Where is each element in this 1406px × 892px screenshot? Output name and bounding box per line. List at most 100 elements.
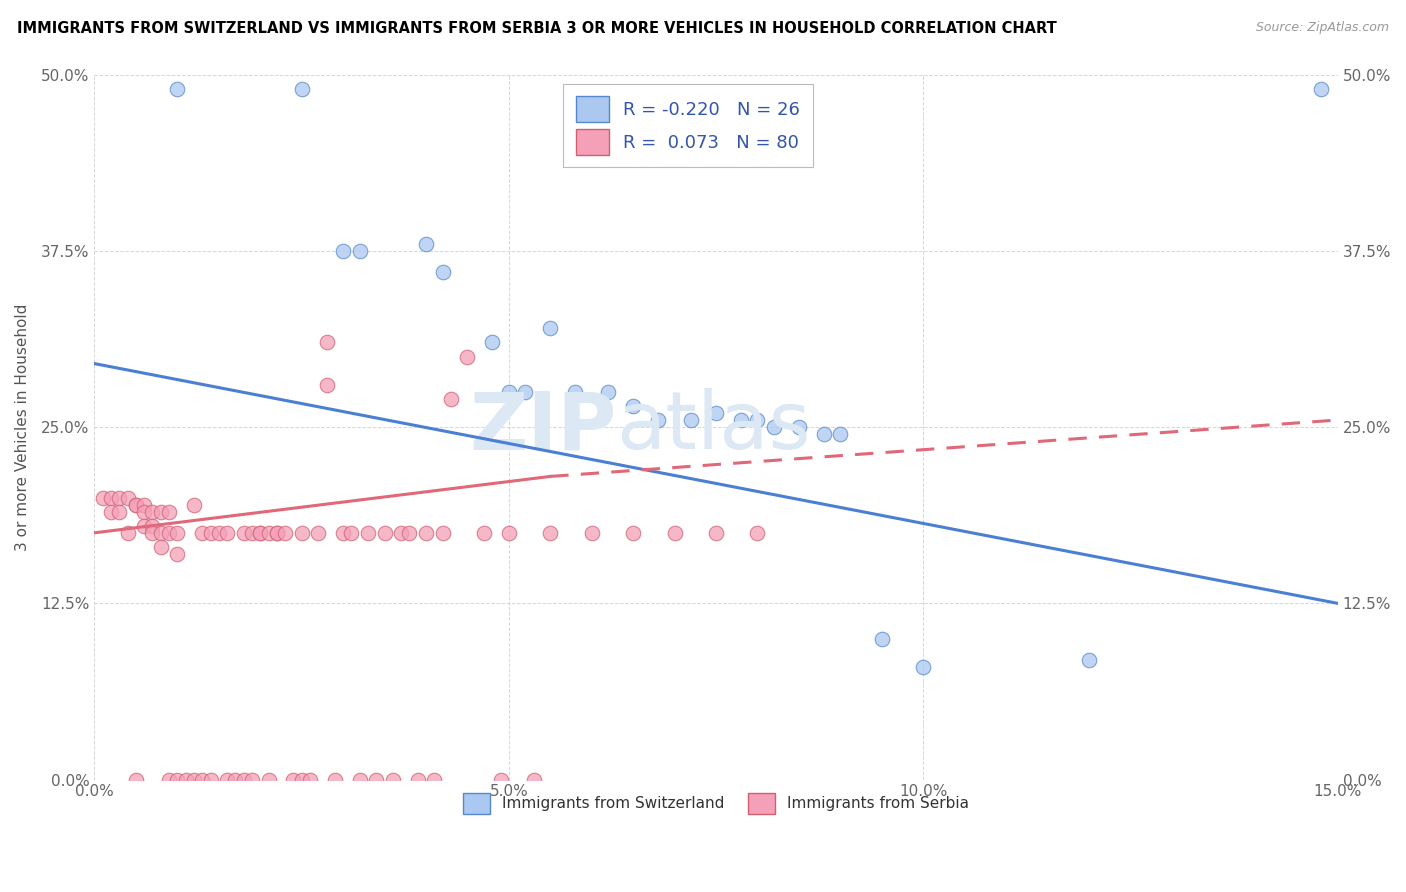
Point [323,772,346,787]
Point [357,525,380,540]
Point [332,244,354,258]
Point [224,772,246,787]
Point [763,420,786,434]
Point [747,413,769,427]
Point [515,384,537,399]
Point [389,525,412,540]
Point [191,772,214,787]
Point [307,525,329,540]
Point [249,525,271,540]
Point [747,525,769,540]
Point [257,525,280,540]
Point [125,772,148,787]
Point [498,384,520,399]
Point [374,525,396,540]
Point [149,540,172,554]
Text: Source: ZipAtlas.com: Source: ZipAtlas.com [1256,21,1389,34]
Point [157,525,180,540]
Point [472,525,495,540]
Point [598,384,620,399]
Point [266,525,288,540]
Point [108,491,131,505]
Point [498,525,520,540]
Point [432,525,454,540]
Point [332,525,354,540]
Text: ZIP: ZIP [470,388,617,466]
Point [440,392,463,406]
Point [366,772,388,787]
Point [538,525,561,540]
Point [174,772,197,787]
Point [157,772,180,787]
Point [704,406,727,420]
Point [1310,81,1333,95]
Text: atlas: atlas [617,388,811,466]
Point [283,772,305,787]
Point [108,505,131,519]
Point [200,772,222,787]
Point [481,335,503,350]
Point [125,498,148,512]
Point [134,498,156,512]
Point [621,399,644,413]
Point [830,427,852,442]
Point [349,772,371,787]
Point [1078,653,1101,667]
Point [291,525,314,540]
Point [621,525,644,540]
Point [166,81,188,95]
Point [149,525,172,540]
Point [730,413,752,427]
Point [406,772,429,787]
Point [456,350,478,364]
Point [315,335,337,350]
Point [523,772,546,787]
Point [787,420,810,434]
Point [432,265,454,279]
Point [249,525,271,540]
Point [423,772,446,787]
Point [291,81,314,95]
Point [581,525,603,540]
Point [315,377,337,392]
Y-axis label: 3 or more Vehicles in Household: 3 or more Vehicles in Household [15,303,30,550]
Point [208,525,231,540]
Legend: Immigrants from Switzerland, Immigrants from Serbia: Immigrants from Switzerland, Immigrants … [451,782,980,825]
Text: IMMIGRANTS FROM SWITZERLAND VS IMMIGRANTS FROM SERBIA 3 OR MORE VEHICLES IN HOUS: IMMIGRANTS FROM SWITZERLAND VS IMMIGRANT… [17,21,1057,36]
Point [340,525,363,540]
Point [183,498,205,512]
Point [232,772,254,787]
Point [191,525,214,540]
Point [681,413,703,427]
Point [141,525,163,540]
Point [381,772,404,787]
Point [141,518,163,533]
Point [166,547,188,561]
Point [166,772,188,787]
Point [217,772,239,787]
Point [134,505,156,519]
Point [141,505,163,519]
Point [266,525,288,540]
Point [564,384,586,399]
Point [647,413,669,427]
Point [117,491,139,505]
Point [257,772,280,787]
Point [217,525,239,540]
Point [157,505,180,519]
Point [91,491,114,505]
Point [298,772,321,787]
Point [232,525,254,540]
Point [240,525,263,540]
Point [149,505,172,519]
Point [398,525,420,540]
Point [183,772,205,787]
Point [117,525,139,540]
Point [912,660,935,674]
Point [100,491,122,505]
Point [274,525,297,540]
Point [415,525,437,540]
Point [704,525,727,540]
Point [200,525,222,540]
Point [125,498,148,512]
